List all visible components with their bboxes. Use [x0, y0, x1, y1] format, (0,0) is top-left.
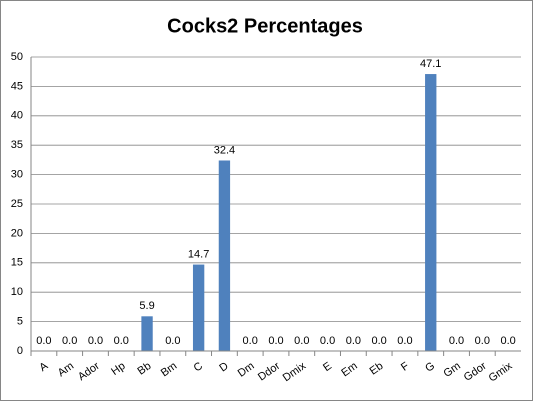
data-label: 47.1 — [420, 58, 441, 70]
data-label: 0.0 — [475, 335, 490, 347]
y-tick-label: 5 — [17, 316, 23, 328]
data-label: 0.0 — [36, 335, 51, 347]
y-tick-label: 50 — [11, 51, 23, 63]
bar — [192, 264, 205, 351]
y-tick-label: 20 — [11, 227, 23, 239]
bar — [218, 160, 231, 351]
bar — [141, 316, 153, 351]
y-tick-label: 35 — [11, 139, 23, 151]
y-tick-label: 40 — [11, 110, 23, 122]
chart-title: Cocks2 Percentages — [167, 15, 363, 37]
data-label: 0.0 — [449, 335, 464, 347]
data-label: 0.0 — [268, 335, 283, 347]
y-tick-label: 0 — [17, 345, 23, 357]
bar — [425, 74, 437, 351]
data-label: 0.0 — [500, 335, 515, 347]
y-tick-label: 45 — [11, 80, 23, 92]
data-label: 0.0 — [346, 335, 361, 347]
data-label: 0.0 — [397, 335, 412, 347]
data-label: 0.0 — [165, 335, 180, 347]
data-label: 0.0 — [88, 335, 103, 347]
data-label: 14.7 — [188, 248, 209, 260]
data-label: 32.4 — [214, 144, 235, 156]
data-label: 0.0 — [294, 335, 309, 347]
data-label: 0.0 — [114, 335, 129, 347]
data-label: 0.0 — [62, 335, 77, 347]
y-tick-label: 30 — [11, 169, 23, 181]
y-tick-label: 15 — [11, 257, 23, 269]
data-label: 5.9 — [139, 300, 154, 312]
data-label: 0.0 — [372, 335, 387, 347]
data-label: 0.0 — [320, 335, 335, 347]
data-label: 0.0 — [243, 335, 258, 347]
y-tick-label: 10 — [11, 286, 23, 298]
y-tick-label: 25 — [11, 198, 23, 210]
